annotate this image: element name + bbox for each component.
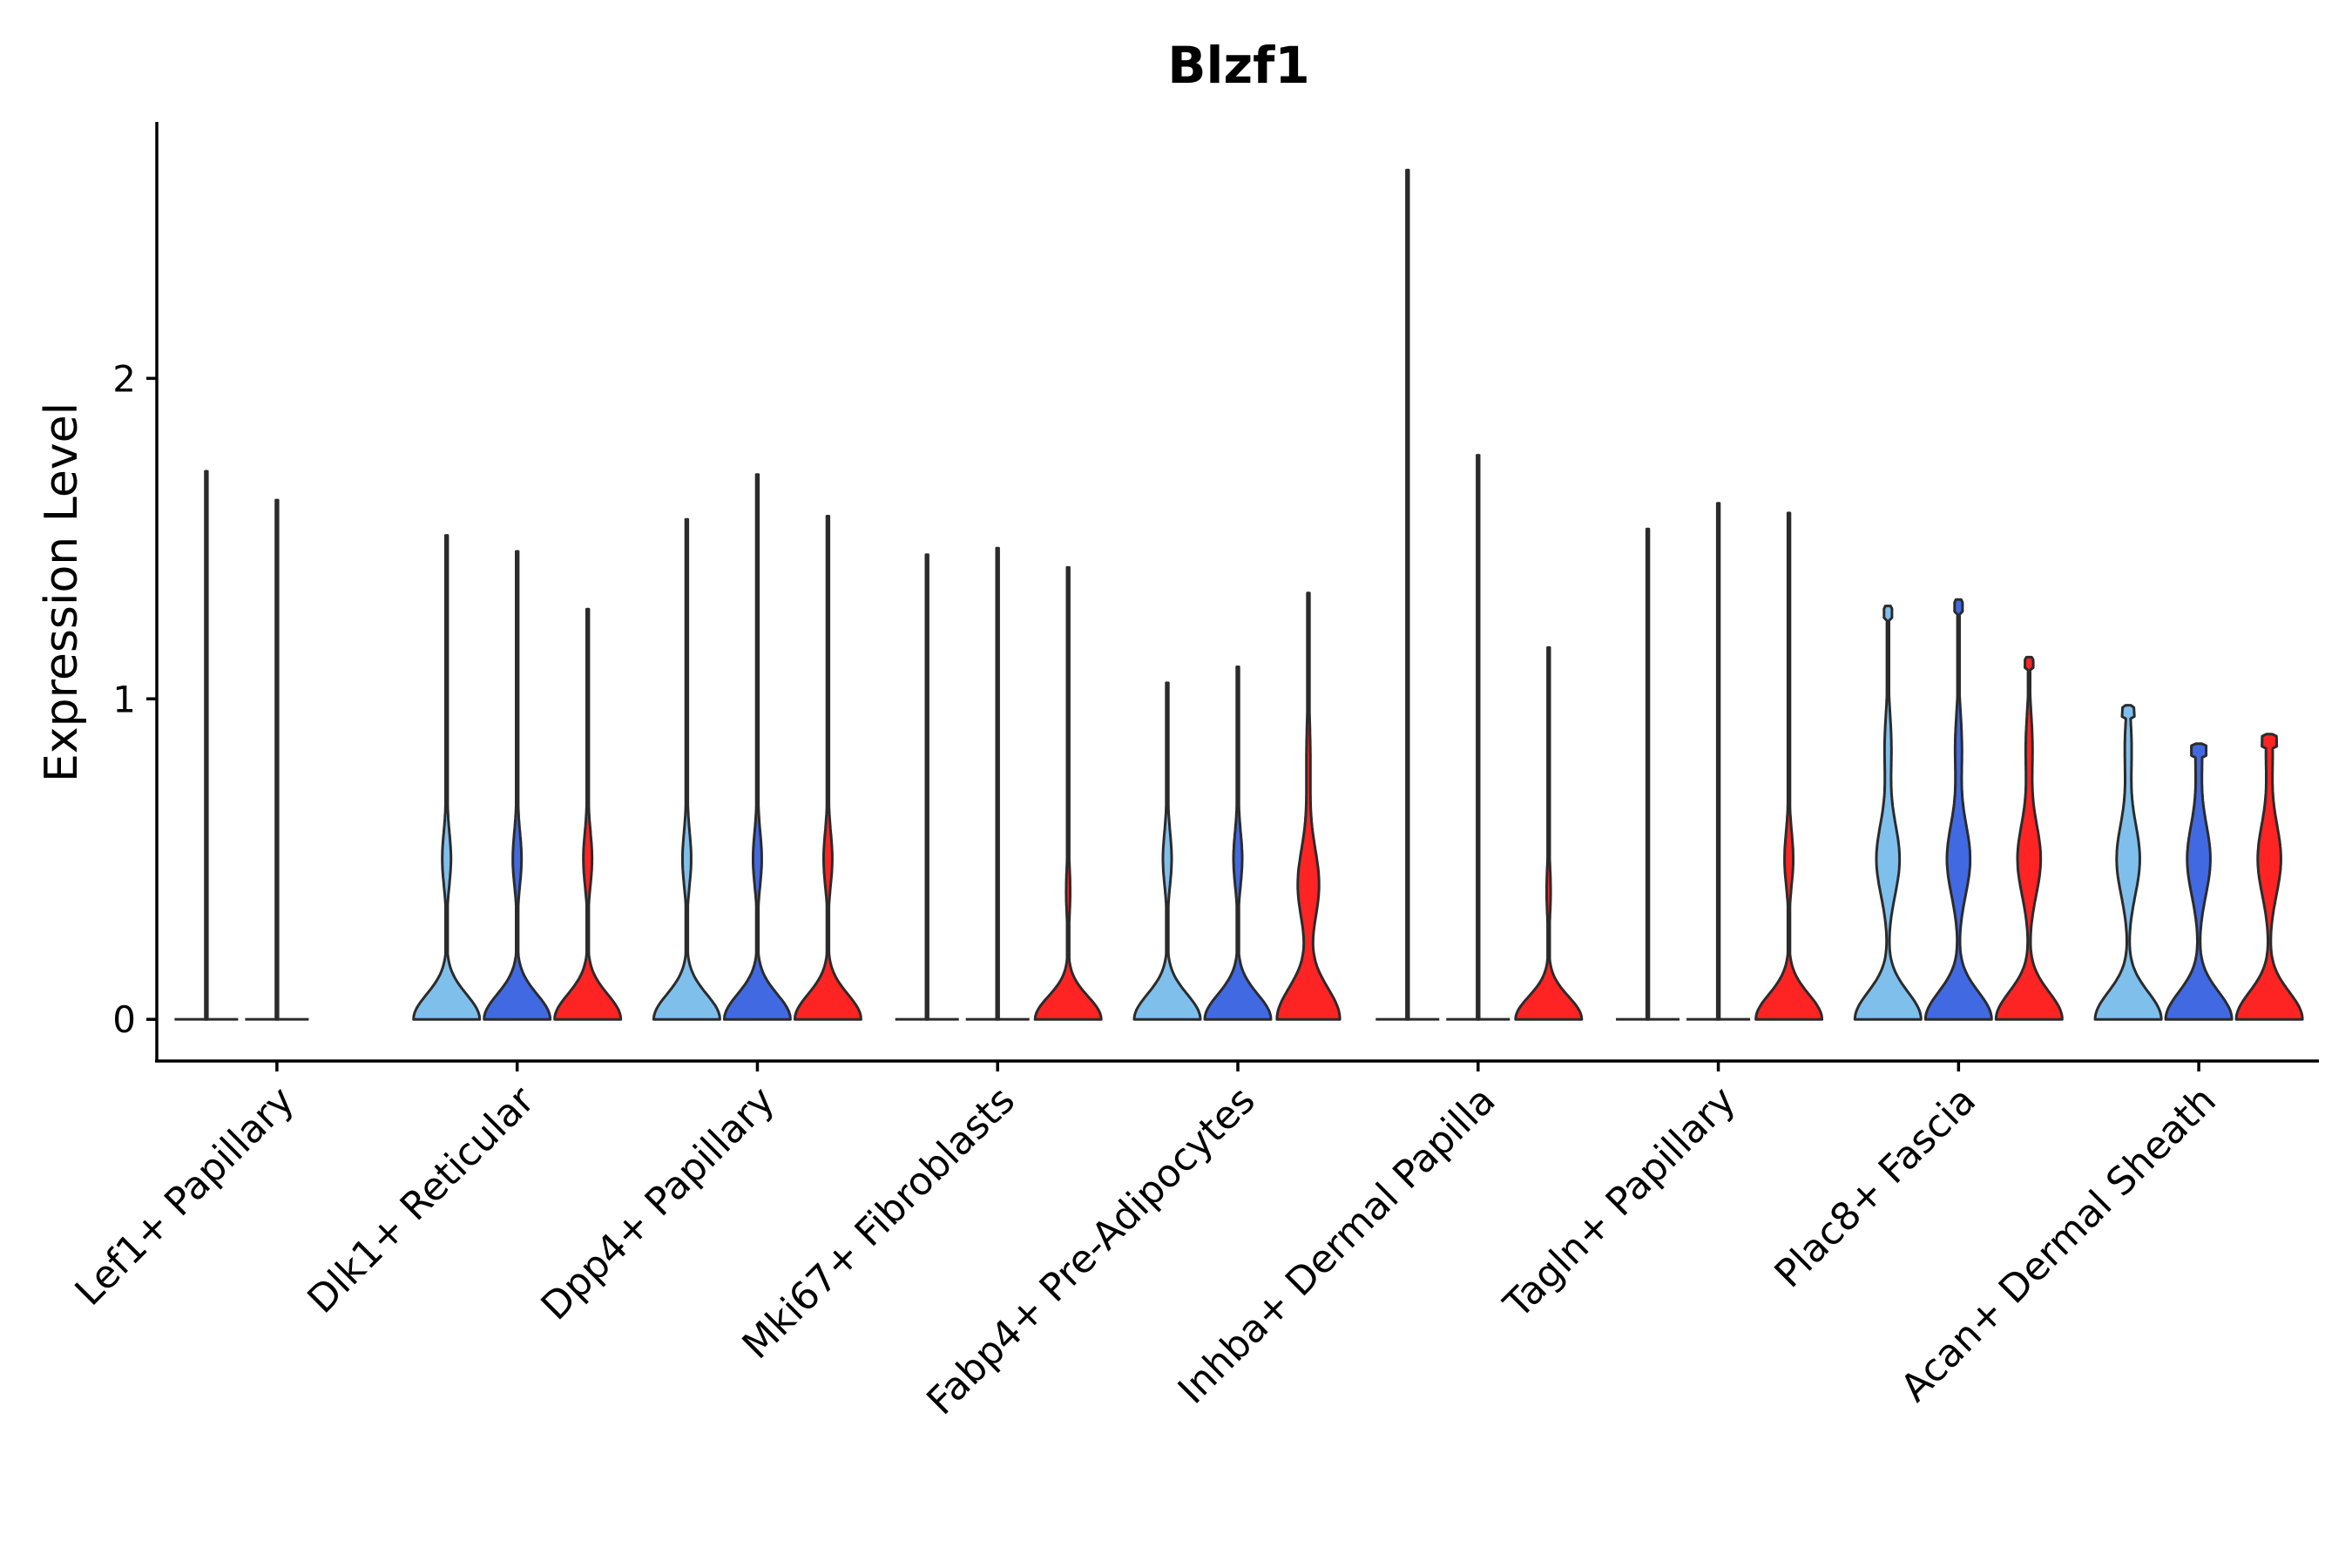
- violin-5-series-3: [1275, 591, 1342, 1021]
- violin-9-series-2: [2164, 742, 2234, 1021]
- y-axis-label: Expression Level: [36, 402, 88, 782]
- violin-3-series-2: [722, 473, 792, 1021]
- y-tick-label: 2: [112, 357, 136, 400]
- violins-layer: [174, 168, 2304, 1021]
- violin-1-series-1: [204, 470, 209, 1021]
- violin-2-series-3: [553, 607, 623, 1021]
- violin-7-series-3: [1754, 511, 1824, 1021]
- y-tick-label: 1: [112, 678, 136, 720]
- y-tick-label: 0: [112, 998, 136, 1041]
- violin-9-series-3: [2234, 733, 2304, 1021]
- violin-3-series-3: [793, 515, 862, 1021]
- x-category-label: Plac8+ Fascia: [1767, 1078, 1985, 1297]
- x-category-label: Mki67+ Fibroblasts: [734, 1078, 1024, 1368]
- violin-4-series-3: [1033, 565, 1103, 1021]
- violin-7-series-2: [1715, 502, 1721, 1021]
- violin-8-series-1: [1853, 605, 1923, 1021]
- chart-title: Blzf1: [1167, 36, 1309, 95]
- violin-4-series-1: [924, 553, 929, 1021]
- violin-8-series-3: [1994, 655, 2064, 1021]
- y-ticks: 0 1 2: [112, 357, 157, 1041]
- violin-8-series-2: [1923, 598, 1993, 1021]
- violin-4-series-2: [995, 546, 1000, 1021]
- x-category-label: Dlk1+ Reticular: [299, 1078, 544, 1322]
- violin-2-series-2: [483, 550, 552, 1021]
- violin-7-series-1: [1645, 527, 1651, 1021]
- x-category-label: Tagln+ Papillary: [1495, 1078, 1744, 1328]
- x-category-label: Dpp4+ Papillary: [533, 1078, 784, 1329]
- x-category-label: Lef1+ Papillary: [67, 1078, 303, 1315]
- violin-5-series-2: [1203, 666, 1273, 1021]
- violin-5-series-1: [1132, 681, 1202, 1021]
- violin-6-series-2: [1476, 454, 1481, 1021]
- violin-1-series-2: [274, 498, 280, 1021]
- violin-6-series-3: [1514, 645, 1584, 1021]
- violin-9-series-1: [2093, 704, 2163, 1021]
- violin-6-series-1: [1405, 168, 1410, 1021]
- violin-3-series-1: [652, 517, 721, 1021]
- violin-2-series-1: [412, 534, 482, 1021]
